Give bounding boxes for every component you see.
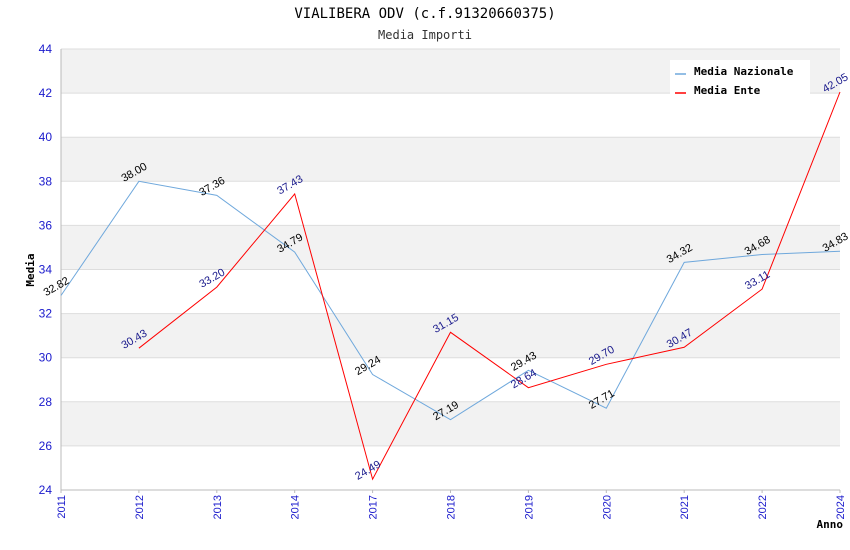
y-tick-label: 40 [39,130,53,144]
x-tick-label: 2011 [56,495,68,519]
x-tick-label: 2014 [290,495,302,519]
x-tick-label: 2020 [601,495,613,519]
plot-band [61,137,840,182]
plot-band [61,181,840,226]
y-tick-label: 36 [39,218,53,232]
plot-bands [61,49,840,490]
y-tick-label: 30 [39,351,53,365]
y-tick-label: 38 [39,174,53,188]
chart-title: VIALIBERA ODV (c.f.91320660375) [294,6,555,22]
y-tick-label: 24 [39,483,53,497]
series-line-media-nazionale [60,180,841,421]
plot-band [61,269,840,314]
legend-box [670,60,810,96]
chart-subtitle: Media Importi [378,28,472,42]
y-tick-label: 34 [39,263,53,277]
plot-band [61,225,840,270]
x-tick-label: 2022 [757,495,769,519]
x-tick-label: 2012 [134,495,146,519]
legend-label-media-ente: Media Ente [694,84,761,97]
y-tick-labels: 24 26 28 30 32 34 36 38 40 42 44 [39,42,53,497]
plot-band [61,93,840,138]
y-tick-label: 26 [39,439,53,453]
x-tick-label: 2017 [368,495,380,519]
plot-band [61,445,840,490]
x-tick-label: 2018 [446,495,458,519]
y-tick-label: 44 [39,42,53,56]
y-tick-label: 28 [39,395,53,409]
plot-band [61,357,840,402]
x-tick-labels: 2011 2012 2013 2014 2017 2018 2019 2020 2021 2022… [56,490,847,519]
x-tick-label: 2019 [523,495,535,519]
y-axis-label: Media [24,253,37,286]
legend-label-media-nazionale: Media Nazionale [694,65,794,78]
series-lines [60,91,841,481]
x-tick-label: 2021 [679,495,691,519]
y-tick-label: 42 [39,86,53,100]
y-tick-label: 32 [39,307,53,321]
x-tick-label: 2013 [212,495,224,519]
series-line-media-ente [138,91,841,481]
x-axis-label: Anno [817,518,844,531]
x-tick-label: 2024 [835,495,847,519]
legend: Media Nazionale Media Ente [670,60,810,97]
plot-band [61,401,840,446]
plot-band [61,313,840,358]
